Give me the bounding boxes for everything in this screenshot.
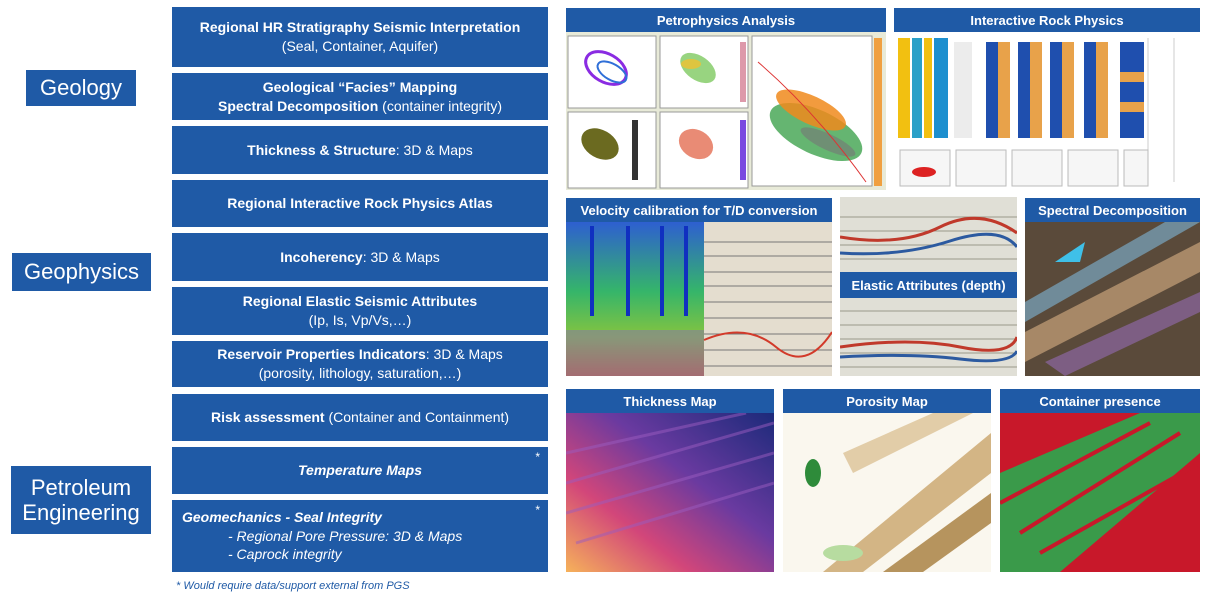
box-geomechanics: Geomechanics - Seal Integrity - Regional… xyxy=(172,500,548,572)
box-title: Reservoir Properties Indicators xyxy=(217,346,426,363)
box-thickness-structure: Thickness & Structure: 3D & Maps xyxy=(172,126,548,174)
panel-title: Container presence xyxy=(1000,389,1200,413)
box-risk-assessment: Risk assessment (Container and Containme… xyxy=(172,394,548,441)
box-line: Reservoir Properties Indicators: 3D & Ma… xyxy=(180,345,540,364)
spectral-map xyxy=(1025,222,1200,376)
panel-velocity-calibration: Velocity calibration for T/D conversion xyxy=(566,198,832,376)
box-stratigraphy-interpretation: Regional HR Stratigraphy Seismic Interpr… xyxy=(172,7,548,67)
panel-title: Petrophysics Analysis xyxy=(566,8,886,32)
box-line-2: Spectral Decomposition (container integr… xyxy=(180,97,540,116)
panel-title: Velocity calibration for T/D conversion xyxy=(566,198,832,222)
footnote: * Would require data/support external fr… xyxy=(176,580,410,592)
box-subtitle: : 3D & Maps xyxy=(425,346,503,363)
box-title: Risk assessment xyxy=(210,409,325,426)
category-petroleum-engineering: Petroleum Engineering xyxy=(11,466,151,534)
box-incoherency: Incoherency: 3D & Maps xyxy=(172,233,548,281)
category-geophysics: Geophysics xyxy=(12,253,151,291)
box-line: Thickness & Structure: 3D & Maps xyxy=(180,141,540,160)
thickness-map-image xyxy=(566,413,774,572)
list-item-caprock: - Caprock integrity xyxy=(228,546,342,563)
box-subtitle: (container integrity) xyxy=(382,97,502,114)
panel-porosity-map: Porosity Map xyxy=(783,389,991,572)
velocity-section xyxy=(566,222,832,376)
panel-title: Porosity Map xyxy=(783,389,991,413)
rock-physics-logs xyxy=(898,38,1175,187)
petrophysics-crossplots xyxy=(567,35,882,189)
box-title-2: Spectral Decomposition xyxy=(218,97,379,114)
box-subtitle-2: (porosity, lithology, saturation,…) xyxy=(258,365,462,381)
box-title: Regional HR Stratigraphy Seismic Interpr… xyxy=(199,19,521,36)
box-elastic-attributes: Regional Elastic Seismic Attributes (Ip,… xyxy=(172,287,548,335)
panel-spectral-decomposition: Spectral Decomposition xyxy=(1025,198,1200,376)
box-subtitle: : 3D & Maps xyxy=(395,141,473,158)
box-reservoir-properties: Reservoir Properties Indicators: 3D & Ma… xyxy=(172,341,548,387)
category-geology: Geology xyxy=(26,70,136,106)
box-title: Thickness & Structure xyxy=(247,141,396,158)
panel-elastic-attributes: Elastic Attributes (depth) xyxy=(840,197,1017,376)
box-line: Risk assessment (Container and Containme… xyxy=(180,408,540,427)
container-map-image xyxy=(1000,413,1200,572)
box-subtitle: : 3D & Maps xyxy=(362,248,440,265)
list-item-pore-pressure: - Regional Pore Pressure: 3D & Maps xyxy=(228,527,463,544)
asterisk-mark: * xyxy=(535,450,540,464)
box-line: Incoherency: 3D & Maps xyxy=(180,248,540,267)
panel-title: Interactive Rock Physics xyxy=(894,8,1200,32)
panel-petrophysics: Petrophysics Analysis xyxy=(566,8,886,190)
elastic-seismic-section xyxy=(840,216,1017,368)
box-title: Geomechanics - Seal Integrity xyxy=(182,508,382,525)
box-rock-physics-atlas: Regional Interactive Rock Physics Atlas xyxy=(172,180,548,227)
box-subtitle: (Seal, Container, Aquifer) xyxy=(281,38,439,54)
box-title: Temperature Maps xyxy=(298,462,422,479)
box-subtitle: (Ip, Is, Vp/Vs,…) xyxy=(308,312,412,328)
panel-title: Elastic Attributes (depth) xyxy=(840,272,1017,298)
panel-thickness-map: Thickness Map xyxy=(566,389,774,572)
panel-rock-physics: Interactive Rock Physics xyxy=(894,8,1200,190)
panel-title: Thickness Map xyxy=(566,389,774,413)
box-temperature-maps: Temperature Maps * xyxy=(172,447,548,494)
box-title: Incoherency xyxy=(280,248,363,265)
box-subtitle: (Container and Containment) xyxy=(328,409,510,426)
box-title: Regional Elastic Seismic Attributes xyxy=(242,293,478,310)
box-facies-mapping: Geological “Facies” Mapping Spectral Dec… xyxy=(172,73,548,120)
box-title: Regional Interactive Rock Physics Atlas xyxy=(227,195,493,212)
panel-container-presence: Container presence xyxy=(1000,389,1200,572)
porosity-map-image xyxy=(783,413,991,572)
panel-title: Spectral Decomposition xyxy=(1025,198,1200,222)
asterisk-mark: * xyxy=(535,503,540,517)
box-title: Geological “Facies” Mapping xyxy=(262,78,458,95)
